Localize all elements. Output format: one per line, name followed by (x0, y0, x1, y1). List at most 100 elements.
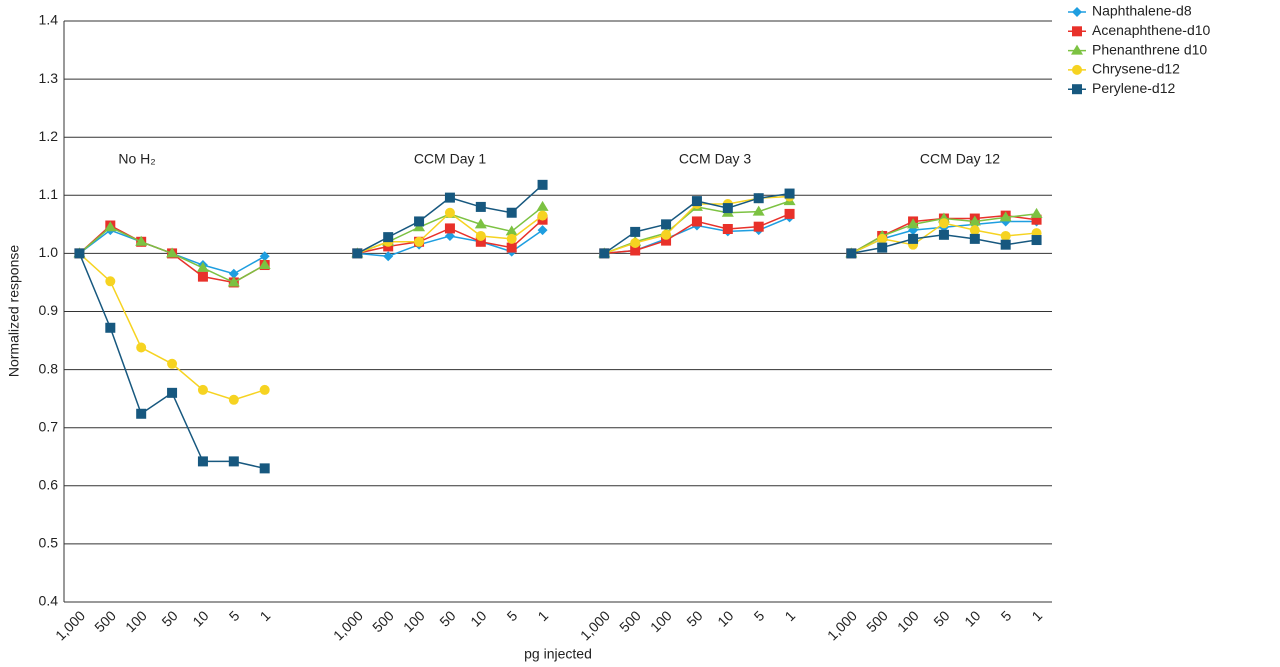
series-line (78, 216, 1037, 275)
marker (475, 230, 486, 241)
legend-label: Naphthalene-d8 (1092, 3, 1192, 19)
x-tick-label: 100 (647, 607, 675, 635)
marker (846, 248, 857, 259)
x-tick-label: 50 (436, 607, 458, 629)
marker (167, 387, 178, 398)
marker (753, 193, 764, 204)
x-tick-label: 10 (714, 607, 736, 629)
x-tick-label: 1,000 (824, 607, 860, 643)
legend-label: Chrysene-d12 (1092, 61, 1180, 77)
marker (1000, 230, 1011, 241)
annotation: CCM Day 1 (414, 151, 487, 167)
marker (444, 192, 455, 203)
y-tick-label: 1.2 (39, 128, 59, 144)
annotation: No H₂ (118, 151, 155, 167)
marker (136, 408, 147, 419)
x-tick-label: 10 (189, 607, 211, 629)
x-tick-label: 1 (1028, 607, 1045, 624)
marker (752, 205, 765, 216)
marker (907, 218, 920, 229)
series-line (78, 213, 1037, 284)
marker (506, 233, 517, 244)
marker (506, 242, 517, 253)
marker (722, 203, 733, 214)
marker (908, 233, 919, 244)
marker (105, 276, 116, 287)
y-tick-label: 1.0 (39, 244, 59, 260)
y-tick-label: 0.9 (39, 302, 59, 318)
marker (630, 226, 641, 237)
y-tick-label: 0.4 (39, 593, 59, 609)
x-tick-label: 50 (683, 607, 705, 629)
marker (1072, 84, 1082, 95)
y-tick-label: 0.8 (39, 360, 59, 376)
marker (258, 259, 271, 270)
x-tick-label: 5 (504, 607, 521, 624)
marker (691, 196, 702, 207)
marker (1030, 207, 1043, 218)
marker (352, 248, 363, 259)
marker (474, 218, 487, 229)
marker (877, 233, 888, 244)
marker (537, 210, 548, 221)
marker (630, 237, 641, 248)
x-tick-label: 1 (534, 607, 551, 624)
marker (1031, 214, 1042, 225)
marker (196, 261, 209, 272)
marker (784, 188, 795, 199)
marker (259, 384, 270, 395)
marker (135, 235, 148, 246)
marker (228, 268, 239, 279)
y-tick-label: 1.1 (39, 186, 59, 202)
marker (383, 232, 394, 243)
marker (136, 342, 147, 353)
legend-item: Acenaphthene-d10 (1068, 22, 1211, 38)
x-tick-label: 100 (122, 607, 150, 635)
marker (784, 208, 795, 219)
x-tick-label: 1 (781, 607, 798, 624)
y-tick-label: 1.4 (39, 12, 59, 28)
marker (1031, 235, 1042, 246)
annotation: CCM Day 12 (920, 151, 1000, 167)
marker (227, 276, 240, 287)
x-tick-label: 500 (863, 607, 891, 635)
marker (1072, 64, 1082, 75)
marker (444, 207, 455, 218)
marker (444, 230, 455, 241)
legend-label: Perylene-d12 (1092, 80, 1175, 96)
marker (691, 216, 702, 227)
legend-label: Phenanthrene d10 (1092, 41, 1207, 57)
marker (661, 235, 672, 246)
marker (630, 245, 641, 256)
marker (228, 456, 239, 467)
marker (506, 207, 517, 218)
x-tick-label: 1,000 (577, 607, 613, 643)
x-tick-label: 50 (930, 607, 952, 629)
x-axis-title: pg injected (524, 646, 592, 662)
x-tick-label: 1,000 (52, 607, 88, 643)
y-tick-label: 0.5 (39, 535, 59, 551)
legend-item: Naphthalene-d8 (1068, 3, 1192, 19)
marker (167, 358, 178, 369)
legend-item: Chrysene-d12 (1068, 61, 1180, 77)
y-tick-label: 0.6 (39, 477, 59, 493)
x-tick-label: 500 (91, 607, 119, 635)
marker (969, 225, 980, 236)
marker (505, 225, 518, 236)
marker (969, 233, 980, 244)
x-tick-label: 10 (467, 607, 489, 629)
marker (259, 251, 270, 262)
x-tick-label: 50 (158, 607, 180, 629)
marker (166, 247, 179, 258)
annotation: CCM Day 3 (679, 151, 752, 167)
marker (1072, 26, 1082, 37)
marker (383, 251, 394, 262)
marker (536, 200, 549, 211)
marker (938, 229, 949, 240)
marker (753, 221, 764, 232)
series-line (78, 184, 1037, 470)
marker (999, 211, 1012, 222)
marker (414, 216, 425, 227)
marker (1000, 239, 1011, 250)
